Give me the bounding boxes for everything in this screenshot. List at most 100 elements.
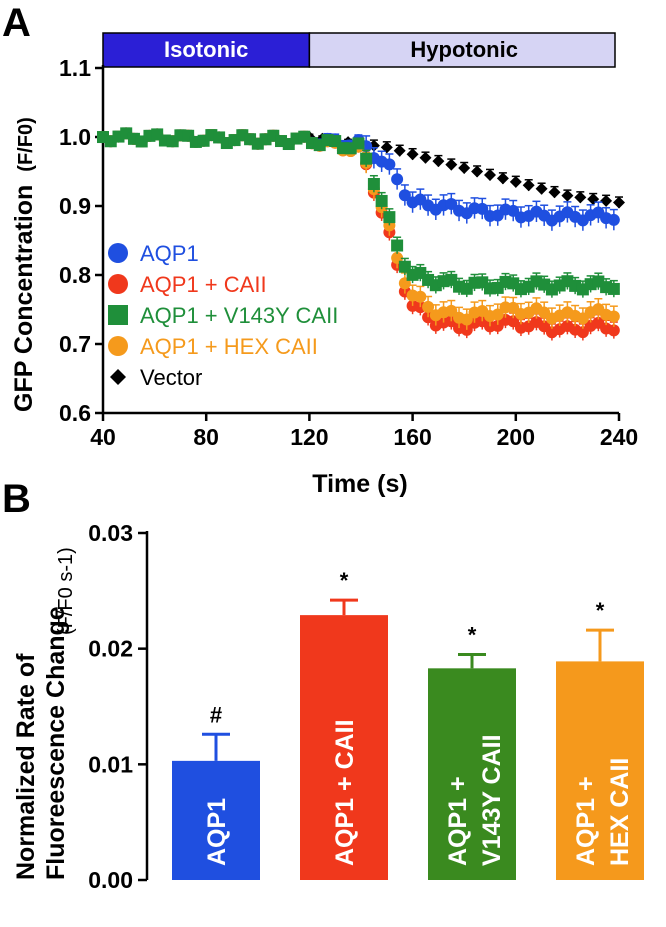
legend-label: AQP1 + V143Y CAII (140, 303, 338, 328)
data-point (391, 173, 404, 186)
data-point (360, 152, 373, 165)
data-point (613, 196, 625, 209)
panel-b-axes: 0.00 0.01 0.02 0.03 (88, 520, 149, 893)
data-point (484, 168, 496, 181)
legend-marker (108, 243, 128, 263)
panel-b-letter: B (2, 477, 31, 521)
condition-bands: Isotonic Hypotonic (102, 32, 616, 68)
data-point (432, 155, 445, 168)
bar (556, 661, 644, 880)
panel-b-ylabel-unit: (F/F0 s-1) (55, 547, 77, 635)
panel-a-y-tick-label: 1.1 (59, 55, 91, 81)
data-point (419, 151, 432, 164)
data-point (383, 211, 396, 224)
bar-label-line: AQP1 + CAII (331, 719, 359, 866)
data-point (391, 239, 404, 252)
panel-b-y-tick-label: 0.03 (88, 520, 133, 546)
legend-marker (108, 305, 128, 325)
legend-marker (108, 336, 128, 356)
data-point (574, 191, 587, 204)
data-point (507, 277, 520, 290)
panel-a-x-tick-label: 160 (393, 424, 431, 450)
bar-label-line: V143Y CAII (478, 734, 506, 866)
panel-a-y-tick-label: 0.8 (59, 262, 91, 288)
data-point (607, 324, 620, 337)
bar-label-line: AQP1 + (572, 776, 600, 866)
bar (300, 615, 388, 880)
data-point (522, 179, 535, 192)
data-point (422, 300, 435, 313)
legend-label: Vector (140, 365, 202, 390)
data-point (600, 194, 613, 207)
hypotonic-band (308, 32, 616, 68)
bar-group-2: * AQP1 + CAII (300, 568, 388, 880)
significance-mark: * (340, 568, 349, 593)
panel-a-x-tick-label: 200 (497, 424, 535, 450)
data-point (380, 141, 393, 154)
data-point (445, 304, 458, 317)
data-point (393, 144, 406, 157)
data-point (471, 165, 484, 178)
bar (428, 668, 516, 880)
data-point (587, 193, 600, 206)
legend-label: AQP1 (140, 241, 199, 266)
bar-label: AQP1 (203, 798, 231, 866)
data-point (352, 137, 365, 150)
bar-group-1: # AQP1 (172, 702, 260, 880)
legend-marker (108, 274, 128, 294)
panel-b-bars: #AQP1*AQP1 + CAII*AQP1 + V143Y CAII*AQP1 … (172, 568, 644, 880)
significance-mark: # (210, 702, 222, 727)
data-point (491, 308, 504, 321)
panel-a-y-tick-label: 0.9 (59, 193, 91, 219)
legend-label: AQP1 + HEX CAII (140, 334, 318, 359)
panel-a-letter: A (2, 1, 31, 45)
series-aqp1-v143y-caii (97, 127, 620, 298)
isotonic-label: Isotonic (164, 37, 248, 62)
data-point (127, 132, 140, 145)
hypotonic-label: Hypotonic (410, 37, 518, 62)
series-aqp1-hex-caii (97, 127, 620, 330)
bar-label: AQP1 + HEX CAII (572, 758, 634, 866)
data-point (607, 310, 620, 323)
isotonic-band (102, 32, 311, 68)
data-point (509, 175, 522, 188)
panel-a-y-tick-label: 0.6 (59, 400, 91, 426)
data-point (445, 158, 458, 171)
data-point (607, 282, 620, 295)
panel-a-ylabel-unit: (F/F0) (15, 117, 37, 171)
panel-a-ylabel-text: GFP Concentration (10, 185, 38, 412)
data-point (375, 194, 388, 207)
significance-mark: * (596, 598, 605, 623)
panel-b-y-tick-label: 0.01 (88, 751, 133, 777)
bar-label: AQP1 + CAII (331, 719, 359, 866)
panel-a-axes: 0.6 0.7 0.8 0.9 1.0 1.1 40 80 120 160 200 240 (59, 55, 638, 450)
bar-group-4: * AQP1 + HEX CAII (556, 598, 644, 880)
data-point (607, 213, 620, 226)
panel-a-x-tick-label: 120 (290, 424, 328, 450)
data-point (251, 137, 264, 150)
data-point (383, 158, 396, 171)
legend-marker (110, 369, 126, 385)
data-point (458, 162, 471, 175)
panel-a-legend: AQP1 AQP1 + CAII AQP1 + V143Y CAII AQP1 + H… (108, 241, 338, 390)
bar-label-line: HEX CAII (606, 758, 634, 866)
data-point (414, 290, 427, 303)
panel-a-x-tick-label: 80 (193, 424, 219, 450)
panel-a-x-tick-label: 240 (600, 424, 638, 450)
data-point (398, 189, 411, 202)
panel-b-ylabel-line1: Normalized Rate of (12, 653, 40, 880)
data-point (561, 189, 574, 202)
bar-label: AQP1 + V143Y CAII (444, 734, 506, 866)
panel-b-y-tick-label: 0.00 (88, 867, 133, 893)
bar-label-line: AQP1 (203, 798, 231, 866)
panel-a-x-tick-label: 40 (90, 424, 116, 450)
data-point (367, 177, 380, 190)
bar (172, 760, 260, 880)
panel-a-y-tick-label: 0.7 (59, 331, 91, 357)
data-point (445, 197, 458, 210)
series-vector (303, 131, 625, 209)
panel-a-y-tick-label: 1.0 (59, 124, 91, 150)
panel-b-ylabel: Normalized Rate of Fluoreescence Change (12, 606, 70, 880)
panel-a-xlabel: Time (s) (312, 470, 407, 498)
panel-b-y-tick-label: 0.02 (88, 636, 133, 662)
